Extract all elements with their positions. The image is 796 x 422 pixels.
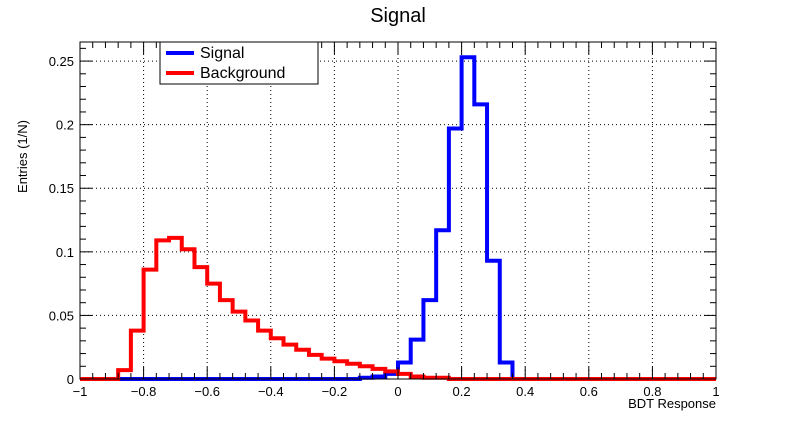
x-tick-label: −1 bbox=[73, 384, 88, 399]
legend: Signal Background bbox=[159, 41, 319, 85]
x-tick-label: −0.2 bbox=[322, 384, 348, 399]
y-tick-label: 0.1 bbox=[56, 245, 74, 260]
axis-ticks bbox=[79, 42, 717, 380]
x-tick-label: 0.6 bbox=[580, 384, 598, 399]
x-tick-label: 0.2 bbox=[453, 384, 471, 399]
y-tick-label: 0.25 bbox=[49, 54, 74, 69]
histogram-background bbox=[80, 235, 716, 381]
legend-signal-label: Signal bbox=[200, 45, 244, 62]
legend-box bbox=[159, 41, 319, 85]
x-tick-label: 0.4 bbox=[516, 384, 534, 399]
x-tick-label: −0.4 bbox=[258, 384, 284, 399]
y-tick-label: 0.05 bbox=[49, 308, 74, 323]
x-axis-label: BDT Response bbox=[628, 396, 716, 411]
x-tick-label: 0.8 bbox=[643, 384, 661, 399]
y-tick-label: 0 bbox=[67, 372, 74, 387]
y-axis-label: Entries (1/N) bbox=[15, 120, 30, 193]
x-tick-label: 0 bbox=[394, 384, 401, 399]
x-tick-label: −0.6 bbox=[194, 384, 220, 399]
x-tick-label: −0.8 bbox=[131, 384, 157, 399]
grid-lines bbox=[80, 42, 716, 379]
y-tick-label: 0.15 bbox=[49, 181, 74, 196]
legend-background-label: Background bbox=[200, 65, 285, 82]
y-tick-label: 0.2 bbox=[56, 118, 74, 133]
x-tick-label: 1 bbox=[712, 384, 719, 399]
tick-labels: −1 −0.8 −0.6 −0.4 −0.2 0 0.2 0.4 0.6 0.8 1 0 0.05 0.1… bbox=[49, 54, 720, 399]
chart-title: Signal bbox=[370, 5, 426, 27]
